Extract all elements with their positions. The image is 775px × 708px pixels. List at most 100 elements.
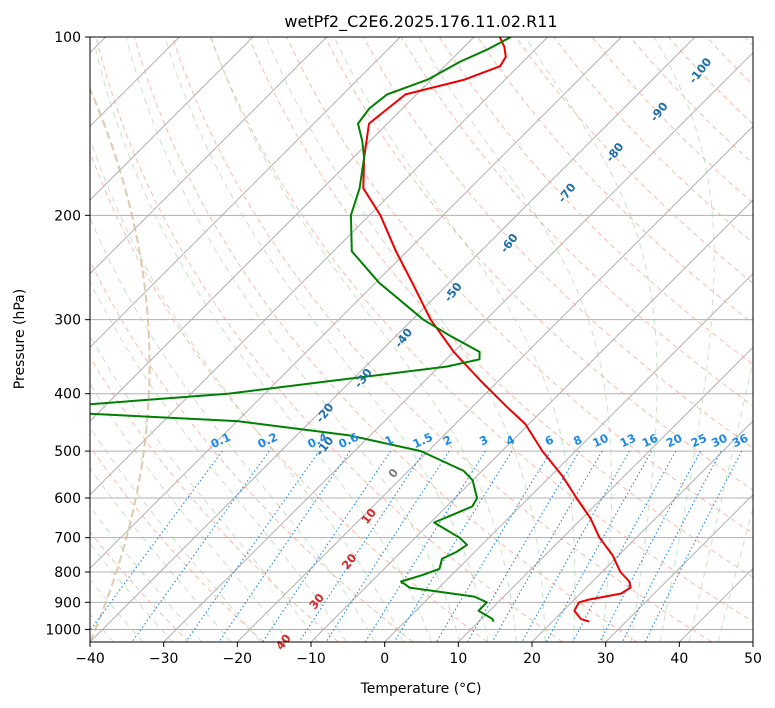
moist-adiabat — [265, 37, 546, 642]
mixing-ratio-label: 25 — [689, 431, 709, 450]
dry-adiabat — [90, 445, 264, 642]
x-tick-label: 10 — [449, 651, 467, 667]
isotherm — [90, 37, 549, 496]
isotherm — [752, 641, 753, 642]
dry-adiabat-label: 20 — [339, 551, 360, 572]
mixing-ratio-line — [90, 450, 223, 632]
moist-adiabat — [90, 136, 404, 642]
mixing-ratio-label: 0.6 — [336, 430, 360, 451]
dry-adiabat-label: -30 — [351, 366, 375, 391]
temperature-profile — [362, 37, 632, 623]
x-tick-label: 40 — [670, 651, 688, 667]
isotherm — [457, 346, 753, 642]
isotherm — [90, 37, 622, 570]
y-tick-label: 200 — [54, 208, 81, 224]
y-tick-label: 300 — [54, 313, 81, 329]
isotherm — [163, 51, 753, 642]
moist-adiabat — [164, 37, 489, 642]
dry-adiabat — [90, 259, 414, 642]
chart-title: wetPf2_C2E6.2025.176.11.02.R11 — [284, 12, 557, 32]
dry-adiabat — [133, 37, 638, 642]
dry-adiabat-label: -40 — [391, 325, 415, 350]
isotherm — [384, 272, 753, 642]
mixing-ratio-label: 10 — [590, 431, 610, 450]
moist-adiabat — [210, 37, 517, 642]
profile-series — [90, 37, 632, 623]
x-tick-label: −10 — [296, 651, 326, 667]
mixing-ratio-line — [218, 450, 351, 642]
mixing-ratio-label: 0.1 — [209, 430, 233, 451]
mixing-ratio-line — [491, 450, 603, 642]
moist-adiabat — [688, 358, 753, 642]
mixing-ratio-line — [599, 450, 701, 642]
y-tick-label: 800 — [54, 565, 81, 581]
moist-adiabat — [418, 37, 613, 642]
mixing-ratio-label: 20 — [664, 431, 684, 450]
mixing-ratio-line — [364, 450, 486, 642]
mixing-ratio-line — [298, 450, 425, 642]
y-axis-label: Pressure (hPa) — [12, 289, 28, 389]
isotherm — [90, 37, 696, 642]
dry-adiabat — [477, 37, 753, 325]
dry-adiabat — [90, 150, 488, 642]
moist-adiabat — [524, 37, 658, 642]
dry-adiabat-label: -70 — [555, 180, 579, 205]
dry-adiabat — [706, 37, 753, 86]
dry-adiabat — [248, 37, 753, 578]
moist-adiabat — [90, 216, 376, 642]
mixing-ratio-line — [521, 450, 630, 642]
y-tick-label: 600 — [54, 491, 81, 507]
mixing-ratio-label: 36 — [730, 431, 750, 450]
dry-adiabat — [515, 37, 753, 284]
moist-adiabat — [717, 506, 753, 642]
y-axis-ticks: 100 200 300 400 500 600 700 800 900 1000 — [45, 30, 90, 638]
x-axis-ticks: −40 −30 −20 −10 0 10 20 30 40 50 — [75, 642, 762, 667]
plot-frame — [89, 36, 754, 643]
y-tick-label: 500 — [54, 444, 81, 460]
y-tick-label: 700 — [54, 531, 81, 547]
x-tick-label: −40 — [75, 651, 105, 667]
mixing-ratio-line — [621, 450, 722, 642]
mixing-ratio-label: 3 — [477, 432, 490, 448]
mixing-ratio-label: 16 — [640, 431, 660, 450]
dry-adiabat-label: 0 — [385, 466, 401, 481]
mixing-ratio-label: 6 — [543, 432, 556, 448]
mixing-ratio-line — [572, 450, 677, 642]
moist-adiabat — [90, 334, 319, 642]
x-tick-label: −20 — [223, 651, 253, 667]
mixing-ratio-line — [185, 450, 320, 642]
moist-adiabat — [653, 37, 715, 642]
moist-adiabat — [90, 505, 203, 642]
dry-adiabat — [95, 37, 563, 642]
dry-adiabat-label: -60 — [497, 231, 521, 256]
isotherm — [236, 125, 753, 642]
dry-adiabat — [744, 37, 753, 47]
x-axis-label: Temperature (°C) — [360, 681, 482, 697]
isotherm — [531, 420, 753, 642]
dry-adiabat — [286, 37, 753, 534]
isotherm — [90, 37, 401, 349]
dry-adiabat — [171, 37, 712, 642]
mixing-ratio-label: 8 — [571, 432, 584, 448]
mixing-ratio-line — [131, 450, 270, 642]
dry-adiabat — [90, 356, 339, 642]
y-tick-label: 100 — [54, 30, 81, 46]
moist-adiabat — [90, 542, 173, 642]
mixing-ratio-line — [435, 450, 552, 642]
dry-adiabat — [438, 37, 753, 366]
y-tick-label: 900 — [54, 595, 81, 611]
dry-adiabat-label: -100 — [686, 55, 715, 86]
moist-adiabat — [95, 49, 432, 642]
mixing-ratio-line — [262, 450, 392, 642]
dry-adiabat — [400, 37, 753, 407]
dry-adiabat-label: -90 — [647, 99, 671, 124]
mixing-ratio-label: 13 — [618, 431, 638, 450]
isotherm — [90, 37, 475, 422]
dry-adiabat-label: -50 — [441, 280, 465, 305]
mixing-ratio-label: 4 — [504, 432, 517, 448]
x-tick-label: 50 — [744, 651, 762, 667]
dry-adiabat-label: 30 — [306, 591, 327, 612]
mixing-ratio-line — [325, 450, 450, 642]
moist-adiabat — [90, 578, 144, 642]
